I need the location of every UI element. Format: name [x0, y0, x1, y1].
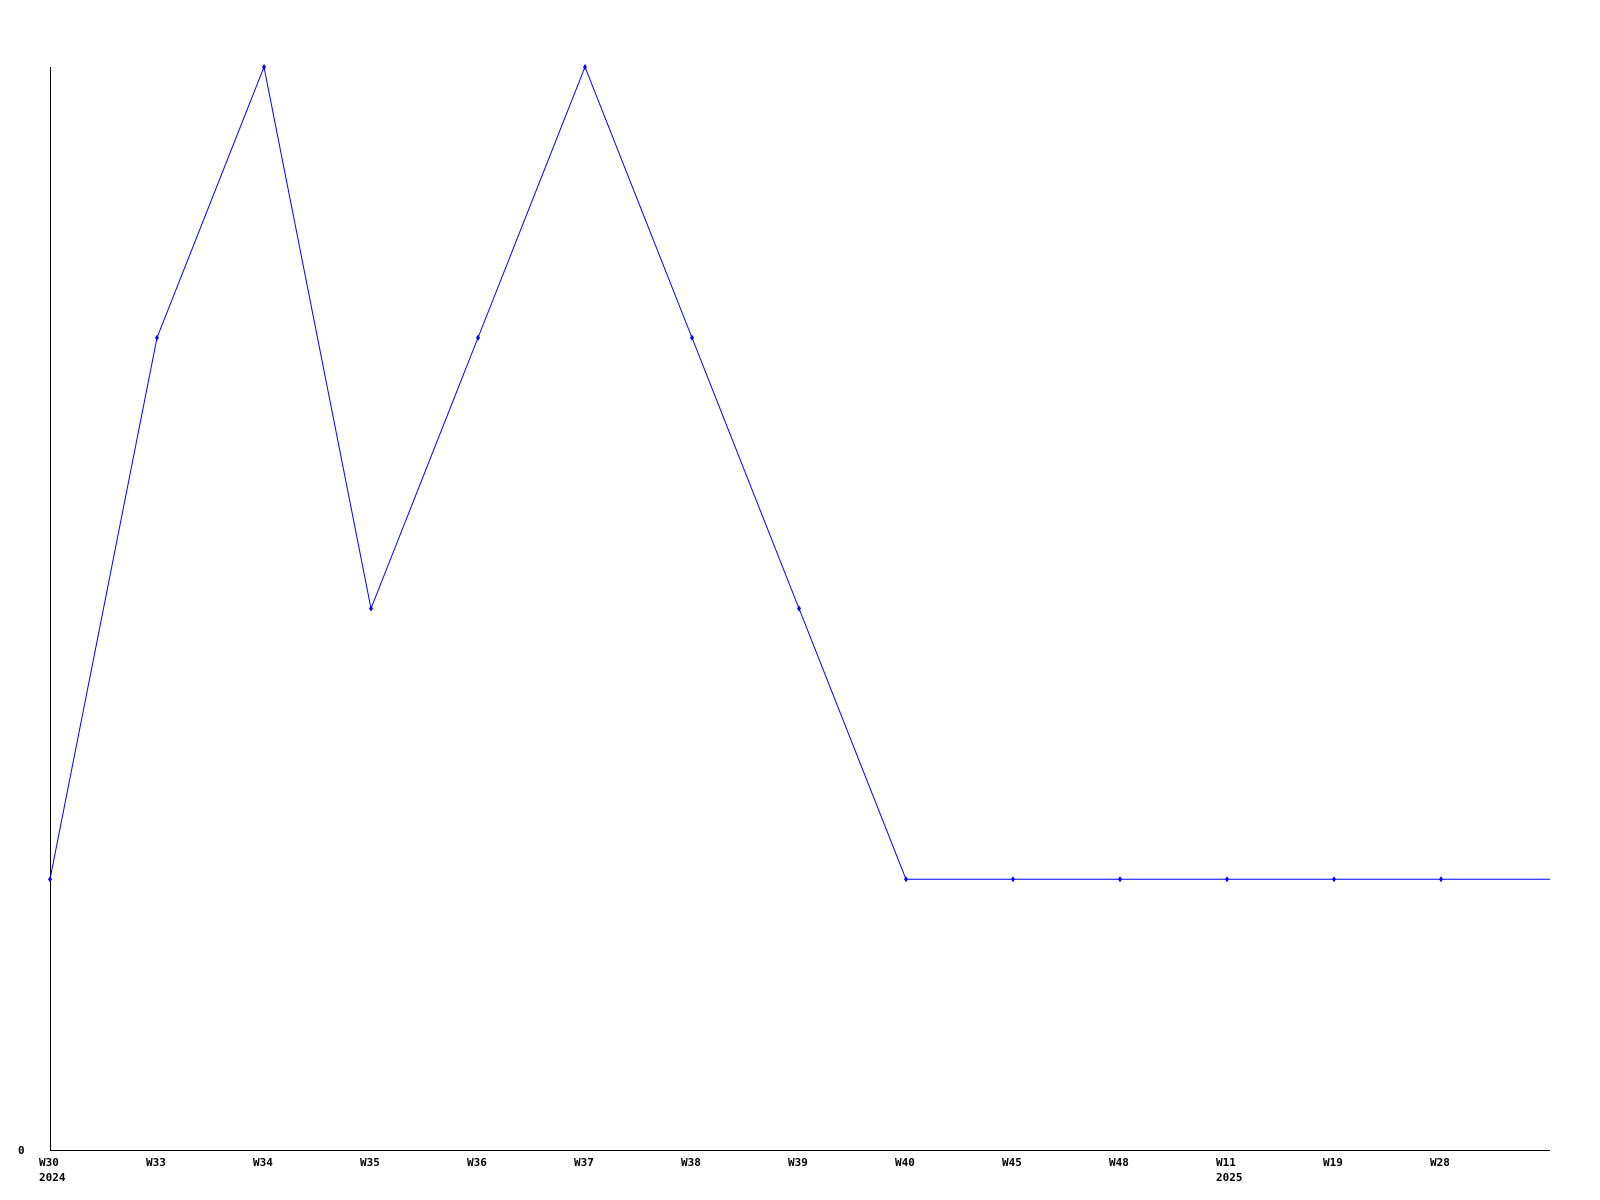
data-point [476, 334, 480, 341]
data-point [262, 64, 266, 70]
data-point [904, 876, 908, 883]
x-tick-label: W36 [467, 1156, 487, 1169]
y-tick-label-0: 0 [18, 1144, 25, 1157]
data-point [1011, 876, 1015, 883]
x-tick-label: W34 [253, 1156, 273, 1169]
x-tick-label: W35 [360, 1156, 380, 1169]
x-tick-label: W40 [895, 1156, 915, 1169]
x-tick-label: W38 [681, 1156, 701, 1169]
data-point [1118, 876, 1122, 883]
x-tick-label: W39 [788, 1156, 808, 1169]
x-tick-label: W19 [1323, 1156, 1343, 1169]
x-tick-label: W30 [39, 1156, 59, 1169]
data-point [155, 334, 159, 341]
series-line [49, 65, 1550, 880]
x-year-label: 2025 [1216, 1171, 1243, 1184]
data-point [1225, 876, 1229, 883]
data-point [1332, 876, 1336, 883]
x-tick-label: W37 [574, 1156, 594, 1169]
x-tick-label: W28 [1430, 1156, 1450, 1169]
data-point [583, 64, 587, 70]
x-tick-label: W45 [1002, 1156, 1022, 1169]
x-tick-label: W11 [1216, 1156, 1236, 1169]
x-tick-label: W33 [146, 1156, 166, 1169]
x-tick-label: W48 [1109, 1156, 1129, 1169]
data-point [690, 334, 694, 341]
x-year-label: 2024 [39, 1171, 66, 1184]
data-point [1439, 876, 1443, 883]
data-point [797, 605, 801, 612]
data-point [48, 876, 52, 883]
data-point [369, 605, 373, 612]
